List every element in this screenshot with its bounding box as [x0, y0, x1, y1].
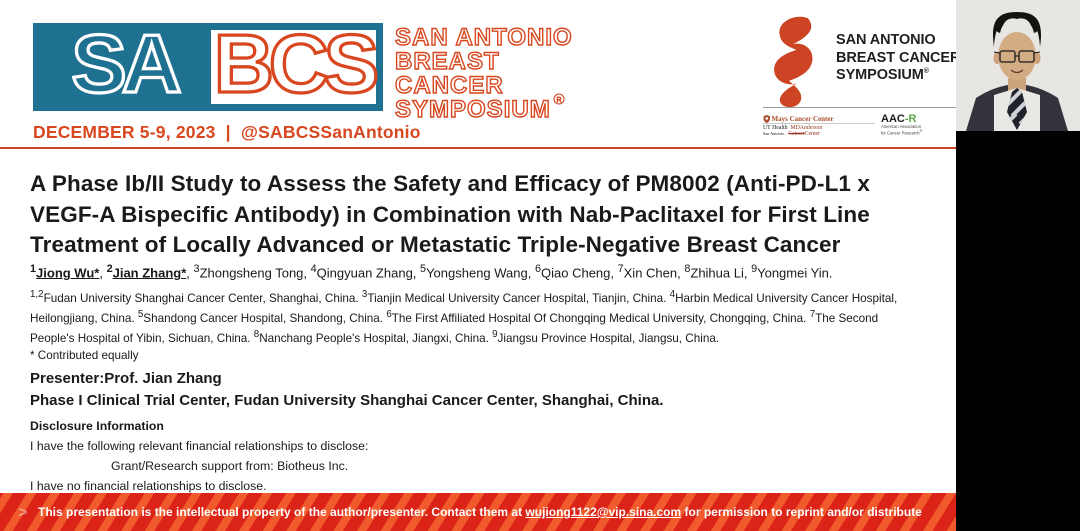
- svg-text:BCS: BCS: [214, 23, 377, 110]
- svg-text:SYMPOSIUM: SYMPOSIUM: [395, 96, 551, 123]
- svg-text:CANCER: CANCER: [395, 72, 504, 99]
- svg-text:R: R: [556, 97, 561, 104]
- svg-text:SA: SA: [71, 23, 179, 110]
- svg-text:BREAST: BREAST: [395, 48, 500, 75]
